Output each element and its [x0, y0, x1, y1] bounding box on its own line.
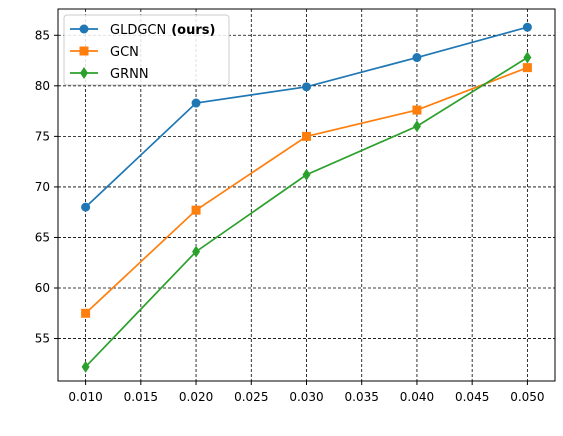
series-gldgcn	[81, 22, 532, 212]
data-point	[412, 105, 422, 115]
data-point	[302, 82, 311, 92]
x-tick-label: 0.050	[510, 390, 544, 404]
data-point	[191, 98, 201, 108]
x-tick-label: 0.030	[289, 390, 323, 404]
legend-swatch-marker	[79, 24, 89, 34]
data-point	[302, 168, 311, 181]
data-point	[412, 120, 421, 133]
axis-ticks: 0.010 0.015 0.020 0.025 0.030 0.035 0.040 0.045…	[35, 28, 545, 404]
legend: GLDGCN (ours) GCN GRNN	[63, 14, 230, 86]
data-point	[522, 63, 532, 73]
data-point	[81, 360, 90, 373]
x-tick-label: 0.045	[455, 390, 489, 404]
legend-swatch-marker	[80, 67, 88, 79]
x-tick-label: 0.010	[68, 390, 102, 404]
data-point	[412, 53, 422, 63]
series-gcn	[81, 63, 532, 318]
legend-label: GCN	[110, 45, 139, 60]
y-tick-label: 60	[35, 281, 50, 295]
y-tick-label: 75	[35, 129, 50, 143]
x-tick-label: 0.015	[124, 390, 158, 404]
y-tick-label: 65	[35, 230, 50, 244]
data-point	[192, 245, 201, 258]
data-point	[302, 131, 311, 141]
legend-label: GRNN	[110, 67, 149, 82]
x-tick-label: 0.040	[400, 390, 434, 404]
x-tick-label: 0.025	[234, 390, 268, 404]
legend-series-suffix: (ours)	[171, 23, 215, 38]
y-tick-label: 55	[35, 332, 50, 346]
y-tick-label: 80	[35, 79, 50, 93]
legend-swatch-marker	[79, 46, 89, 56]
series-group	[81, 22, 532, 373]
data-point	[81, 308, 91, 318]
x-tick-label: 0.035	[345, 390, 379, 404]
data-point	[81, 202, 91, 212]
legend-label: GLDGCN (ours)	[110, 23, 215, 38]
data-point	[522, 22, 532, 32]
data-point	[191, 205, 201, 215]
legend-series-name: GCN	[110, 45, 139, 60]
legend-box	[63, 14, 230, 86]
y-tick-label: 85	[35, 28, 50, 42]
x-tick-label: 0.020	[179, 390, 213, 404]
data-point	[523, 51, 532, 64]
legend-series-name: GRNN	[110, 67, 149, 82]
y-tick-label: 70	[35, 180, 50, 194]
legend-series-name: GLDGCN	[110, 23, 166, 38]
series-grnn	[81, 51, 532, 373]
